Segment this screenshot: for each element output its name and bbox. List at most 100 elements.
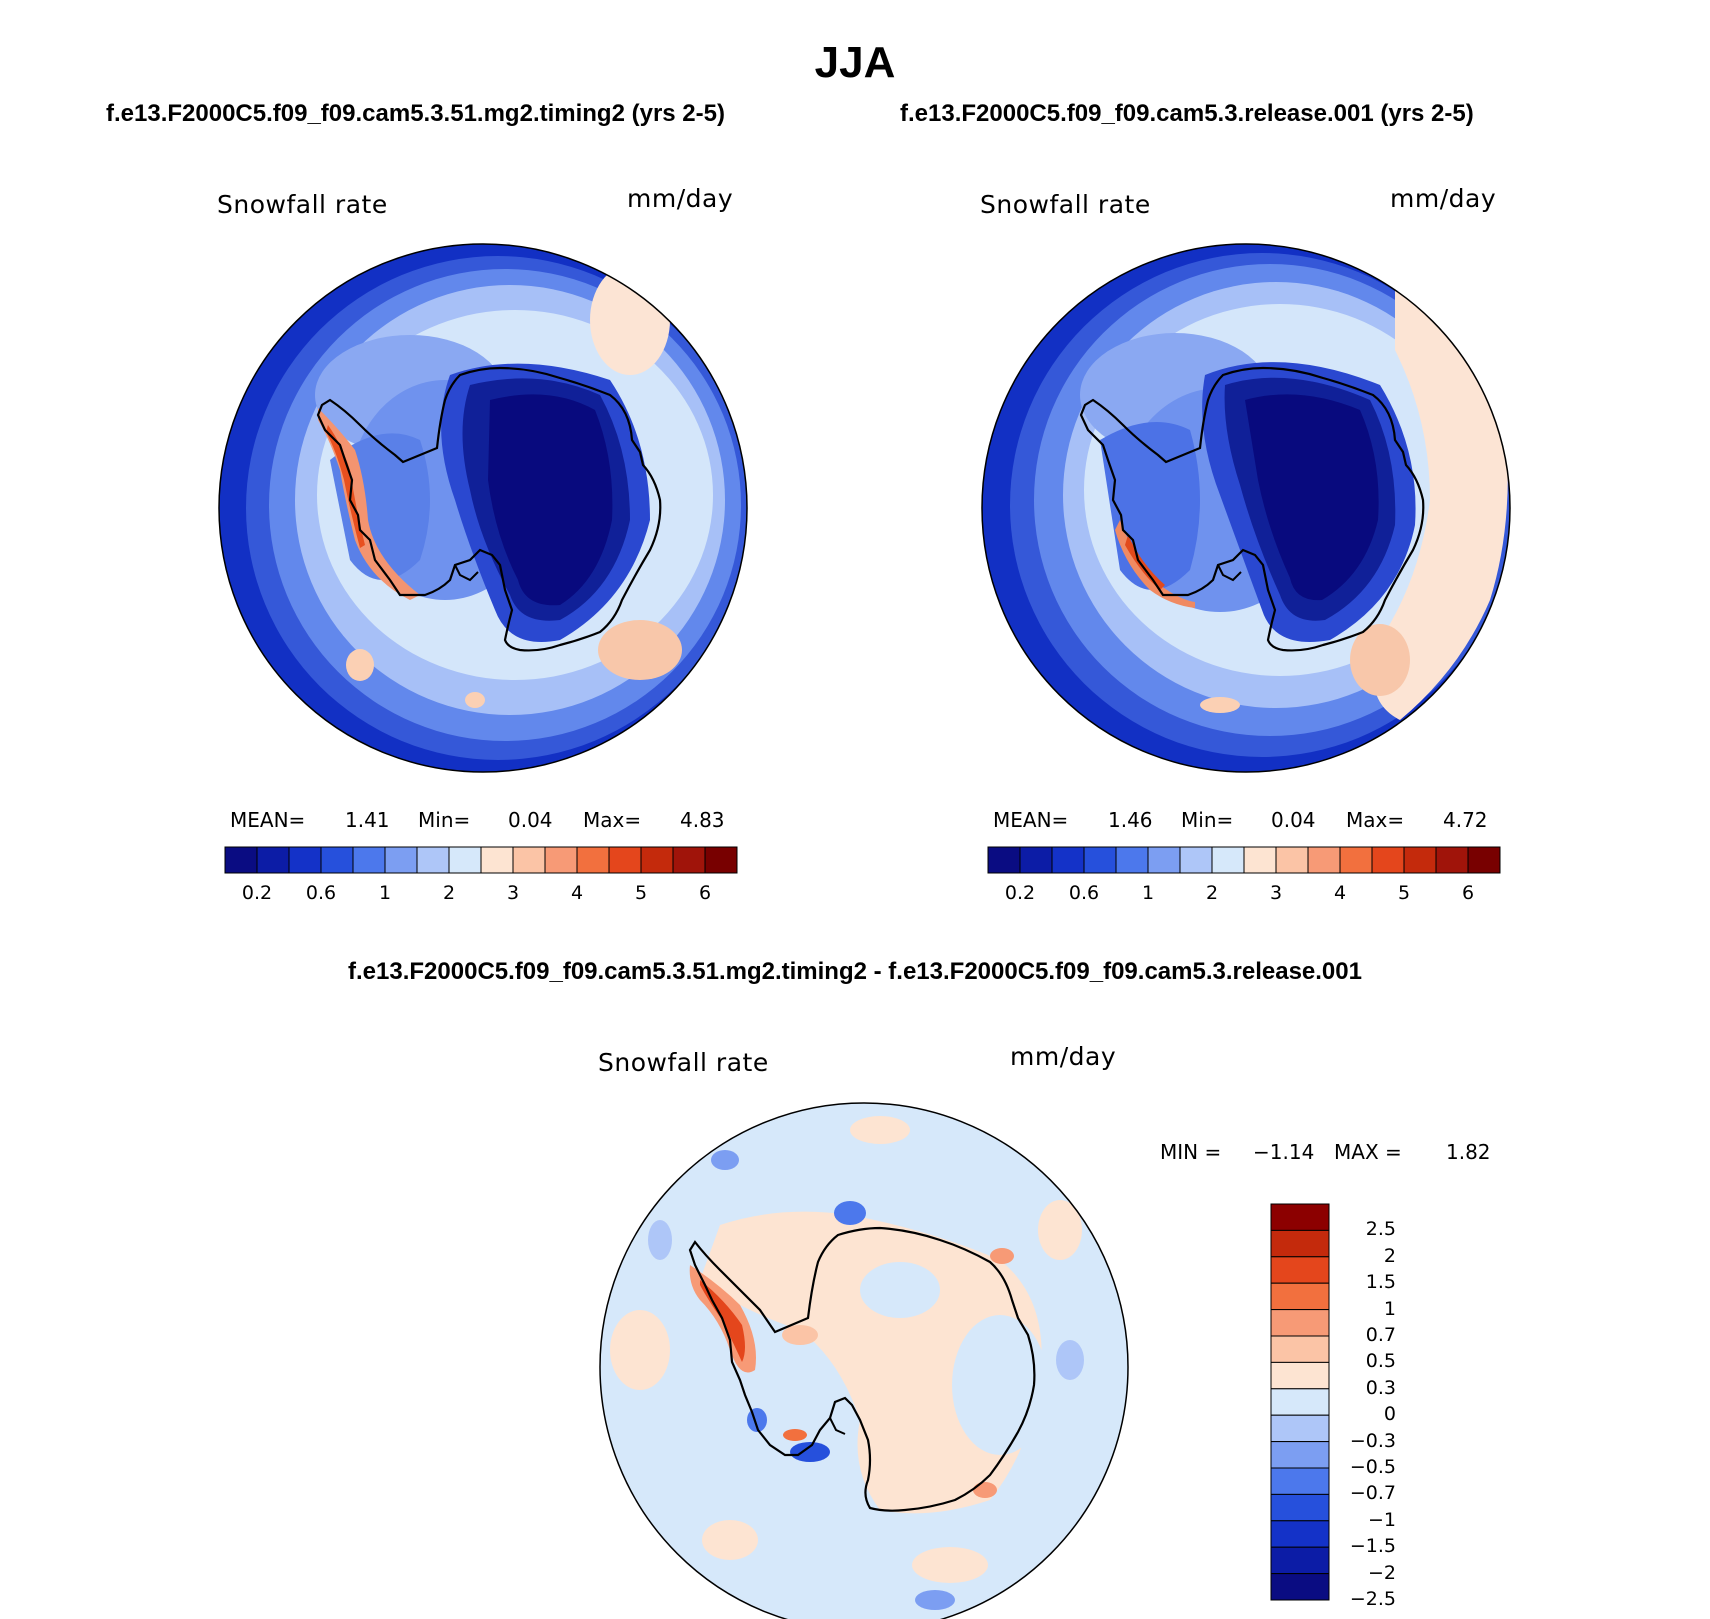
colorbar-tick-label: −0.5 — [1349, 1456, 1396, 1478]
colorbar-box — [987, 846, 1021, 874]
colorbar-box — [1371, 846, 1405, 874]
colorbar-box — [416, 846, 450, 874]
colorbar-box — [1270, 1361, 1330, 1390]
colorbar-tick-label: 0.3 — [1365, 1376, 1396, 1399]
left-mean-value: 1.41 — [345, 808, 390, 832]
colorbar-box — [544, 846, 578, 874]
colorbar-box — [1467, 846, 1501, 874]
colorbar-box — [1083, 846, 1117, 874]
colorbar-box — [1147, 846, 1181, 874]
colorbar-box — [1270, 1520, 1330, 1548]
colorbar-box — [1243, 846, 1277, 874]
right-colorbar — [987, 846, 1501, 874]
colorbar-box — [672, 846, 706, 874]
colorbar-box — [1270, 1467, 1330, 1495]
colorbar-tick-label: 1 — [378, 882, 392, 904]
left-units-label: mm/day — [627, 184, 734, 213]
diff-min-label: MIN = — [1160, 1140, 1222, 1164]
colorbar-box — [1270, 1388, 1330, 1416]
right-case-title: f.e13.F2000C5.f09_f09.cam5.3.release.001… — [900, 100, 1474, 127]
colorbar-tick-label: −0.3 — [1349, 1429, 1396, 1452]
right-mean-label: MEAN= — [993, 808, 1069, 832]
left-min-label: Min= — [418, 808, 471, 832]
colorbar-tick-label: −1.5 — [1349, 1535, 1396, 1558]
colorbar-tick-label: 2 — [1205, 882, 1219, 904]
colorbar-box — [1270, 1282, 1330, 1311]
colorbar-box — [448, 846, 482, 874]
colorbar-tick-label: −0.7 — [1349, 1482, 1396, 1505]
colorbar-box — [1270, 1414, 1330, 1443]
right-min-label: Min= — [1181, 808, 1234, 832]
right-variable-label: Snowfall rate — [980, 190, 1151, 219]
right-colorbar-ticks: 0.2 0.6 1 2 3 4 5 6 — [988, 882, 1500, 908]
colorbar-tick-label: 1 — [1141, 882, 1155, 904]
colorbar-tick-label: 0.6 — [1068, 882, 1100, 904]
colorbar-box — [576, 846, 610, 874]
diff-max-label: MAX = — [1334, 1140, 1402, 1164]
colorbar-box — [1270, 1309, 1330, 1337]
colorbar-tick-label: 5 — [1397, 882, 1411, 904]
colorbar-tick-label: 3 — [506, 882, 520, 904]
left-case-title: f.e13.F2000C5.f09_f09.cam5.3.51.mg2.timi… — [106, 100, 725, 127]
colorbar-box — [480, 846, 514, 874]
colorbar-tick-label: 0 — [1383, 1403, 1396, 1426]
right-max-value: 4.72 — [1443, 808, 1488, 832]
colorbar-tick-label: 0.5 — [1365, 1350, 1396, 1373]
colorbar-box — [288, 846, 322, 874]
colorbar-tick-label: 2 — [1383, 1244, 1396, 1267]
colorbar-box — [1435, 846, 1469, 874]
left-min-value: 0.04 — [508, 808, 553, 832]
colorbar-tick-label: −1 — [1367, 1508, 1396, 1531]
figure-title: JJA — [814, 38, 896, 87]
right-min-value: 0.04 — [1271, 808, 1316, 832]
diff-units-label: mm/day — [1010, 1042, 1117, 1071]
colorbar-tick-label: 1 — [1383, 1297, 1396, 1320]
colorbar-box — [704, 846, 738, 874]
colorbar-box — [1211, 846, 1245, 874]
left-colorbar-ticks: 0.2 0.6 1 2 3 4 5 6 — [225, 882, 737, 908]
left-max-value: 4.83 — [680, 808, 725, 832]
colorbar-box — [1270, 1229, 1330, 1258]
colorbar-box — [1270, 1441, 1330, 1469]
right-max-label: Max= — [1346, 808, 1405, 832]
colorbar-tick-label: 0.2 — [241, 882, 273, 904]
colorbar-box — [1270, 1203, 1330, 1231]
colorbar-box — [224, 846, 258, 874]
left-variable-label: Snowfall rate — [217, 190, 388, 219]
colorbar-tick-label: 5 — [634, 882, 648, 904]
colorbar-tick-label: 2.5 — [1365, 1218, 1396, 1241]
colorbar-tick-label: 2 — [442, 882, 456, 904]
colorbar-box — [320, 846, 354, 874]
colorbar-tick-label: −2.5 — [1349, 1588, 1396, 1610]
colorbar-box — [1270, 1493, 1330, 1522]
difference-title: f.e13.F2000C5.f09_f09.cam5.3.51.mg2.timi… — [348, 958, 1362, 985]
diff-min-value: −1.14 — [1253, 1140, 1315, 1164]
colorbar-tick-label: 3 — [1269, 882, 1283, 904]
colorbar-box — [1270, 1546, 1330, 1575]
colorbar-box — [1270, 1335, 1330, 1363]
right-mean-value: 1.46 — [1108, 808, 1153, 832]
right-units-label: mm/day — [1390, 184, 1497, 213]
left-colorbar — [224, 846, 738, 874]
left-max-label: Max= — [583, 808, 642, 832]
colorbar-tick-label: −2 — [1367, 1561, 1396, 1584]
diff-variable-label: Snowfall rate — [598, 1048, 769, 1077]
difference-colorbar — [1270, 1203, 1330, 1601]
colorbar-tick-label: 0.7 — [1365, 1324, 1396, 1346]
left-mean-label: MEAN= — [230, 808, 306, 832]
colorbar-box — [1179, 846, 1213, 874]
diff-max-value: 1.82 — [1446, 1140, 1491, 1164]
colorbar-box — [1019, 846, 1053, 874]
colorbar-tick-label: 1.5 — [1365, 1271, 1396, 1294]
colorbar-box — [256, 846, 290, 874]
colorbar-tick-label: 6 — [1461, 882, 1475, 904]
colorbar-box — [512, 846, 546, 874]
colorbar-tick-label: 4 — [570, 882, 584, 904]
colorbar-box — [1403, 846, 1437, 874]
colorbar-tick-label: 0.6 — [305, 882, 337, 904]
colorbar-box — [352, 846, 386, 874]
colorbar-tick-label: 4 — [1333, 882, 1347, 904]
